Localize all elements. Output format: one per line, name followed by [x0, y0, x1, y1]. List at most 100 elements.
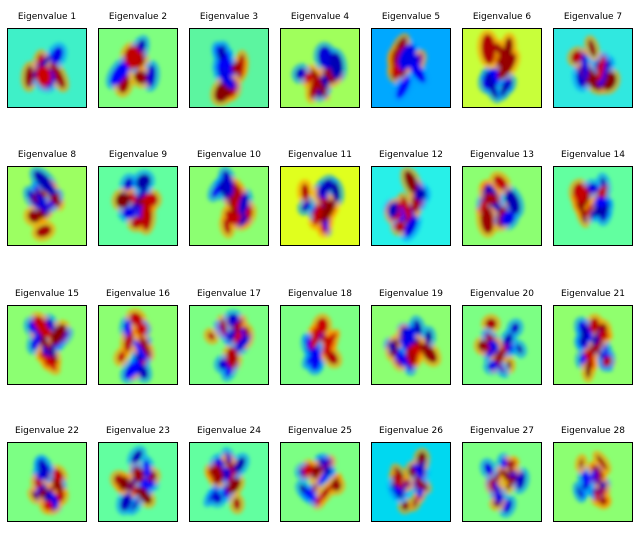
positive-lobe — [139, 335, 151, 358]
heatmap-svg — [463, 29, 541, 107]
positive-lobe — [481, 33, 496, 65]
negative-lobe — [396, 76, 411, 99]
panel-title: Eigenvalue 16 — [105, 289, 171, 299]
negative-lobe — [222, 170, 234, 197]
negative-lobe — [581, 471, 591, 487]
negative-lobe — [309, 346, 322, 371]
panel-title: Eigenvalue 7 — [563, 12, 623, 22]
positive-lobe — [25, 65, 34, 88]
positive-lobe — [401, 196, 413, 224]
lobe-halo — [327, 476, 345, 495]
negative-lobe — [48, 491, 59, 510]
negative-lobe — [217, 68, 236, 90]
negative-lobe — [323, 465, 332, 476]
positive-lobe — [35, 65, 52, 87]
positive-lobe — [588, 39, 596, 57]
lobe-halo — [114, 347, 129, 366]
positive-lobe — [118, 476, 130, 491]
heatmap-svg — [281, 443, 359, 521]
negative-lobe — [46, 318, 55, 331]
positive-lobe — [479, 198, 489, 212]
eigen-image — [98, 166, 178, 246]
panel-title: Eigenvalue 5 — [381, 12, 441, 22]
heatmap-svg — [99, 443, 177, 521]
heatmap-svg — [190, 306, 268, 384]
eigen-image — [7, 166, 87, 246]
negative-lobe — [595, 469, 599, 486]
eigen-image — [462, 28, 542, 108]
negative-lobe — [387, 202, 399, 218]
eigen-image — [189, 166, 269, 246]
lobe-halo — [597, 349, 616, 372]
negative-lobe — [123, 177, 134, 191]
negative-lobe — [416, 487, 424, 497]
positive-lobe — [506, 476, 516, 491]
negative-lobe — [238, 192, 249, 216]
negative-lobe — [516, 344, 523, 354]
panel-title: Eigenvalue 20 — [469, 289, 535, 299]
heatmap-svg — [190, 29, 268, 107]
lobe-halo — [584, 35, 600, 61]
eigen-image — [553, 166, 633, 246]
negative-lobe — [318, 46, 334, 69]
positive-lobe — [136, 486, 152, 504]
eigen-image — [462, 442, 542, 522]
negative-lobe — [295, 67, 307, 80]
positive-lobe — [501, 469, 513, 483]
negative-lobe — [122, 206, 137, 219]
eigen-image — [98, 28, 178, 108]
positive-lobe — [394, 467, 404, 481]
negative-lobe — [581, 52, 589, 81]
panel-title: Eigenvalue 22 — [14, 426, 80, 436]
negative-lobe — [401, 326, 416, 349]
negative-lobe — [500, 457, 507, 469]
lobe-halo — [398, 497, 413, 514]
positive-lobe — [596, 454, 608, 471]
negative-lobe — [131, 449, 143, 464]
negative-lobe — [484, 462, 494, 476]
negative-lobe — [324, 458, 330, 466]
eigen-image — [371, 28, 451, 108]
eigen-image — [371, 305, 451, 385]
heatmap-svg — [463, 167, 541, 245]
positive-lobe — [494, 43, 509, 62]
negative-lobe — [131, 498, 140, 512]
positive-lobe — [304, 72, 313, 84]
negative-lobe — [331, 182, 340, 203]
positive-lobe — [129, 312, 143, 326]
panel-title: Eigenvalue 11 — [287, 150, 353, 160]
heatmap-svg — [8, 443, 86, 521]
eigen-image — [7, 28, 87, 108]
lobe-halo — [479, 180, 501, 211]
negative-lobe — [580, 324, 589, 346]
negative-lobe — [318, 457, 324, 466]
panel-title: Eigenvalue 14 — [560, 150, 626, 160]
negative-lobe — [387, 341, 396, 353]
positive-lobe — [484, 193, 498, 205]
lobe-halo — [480, 458, 498, 480]
positive-lobe — [50, 324, 67, 346]
negative-lobe — [329, 52, 343, 80]
eigen-image — [189, 28, 269, 108]
panel-title: Eigenvalue 12 — [378, 150, 444, 160]
heatmap-svg — [8, 29, 86, 107]
eigen-image — [462, 166, 542, 246]
panel-title: Eigenvalue 15 — [14, 289, 80, 299]
negative-lobe — [413, 463, 423, 480]
negative-lobe — [493, 481, 500, 498]
positive-lobe — [226, 347, 238, 369]
panel-title: Eigenvalue 27 — [469, 426, 535, 436]
negative-lobe — [136, 174, 151, 190]
positive-lobe — [312, 483, 317, 493]
heatmap-svg — [281, 306, 359, 384]
lobe-halo — [204, 328, 219, 344]
positive-lobe — [220, 318, 227, 335]
positive-lobe — [507, 360, 512, 370]
positive-lobe — [391, 63, 400, 80]
positive-lobe — [480, 205, 494, 234]
positive-lobe — [50, 62, 66, 89]
panel-title: Eigenvalue 6 — [472, 12, 532, 22]
lobe-halo — [229, 493, 244, 514]
positive-lobe — [392, 474, 405, 491]
